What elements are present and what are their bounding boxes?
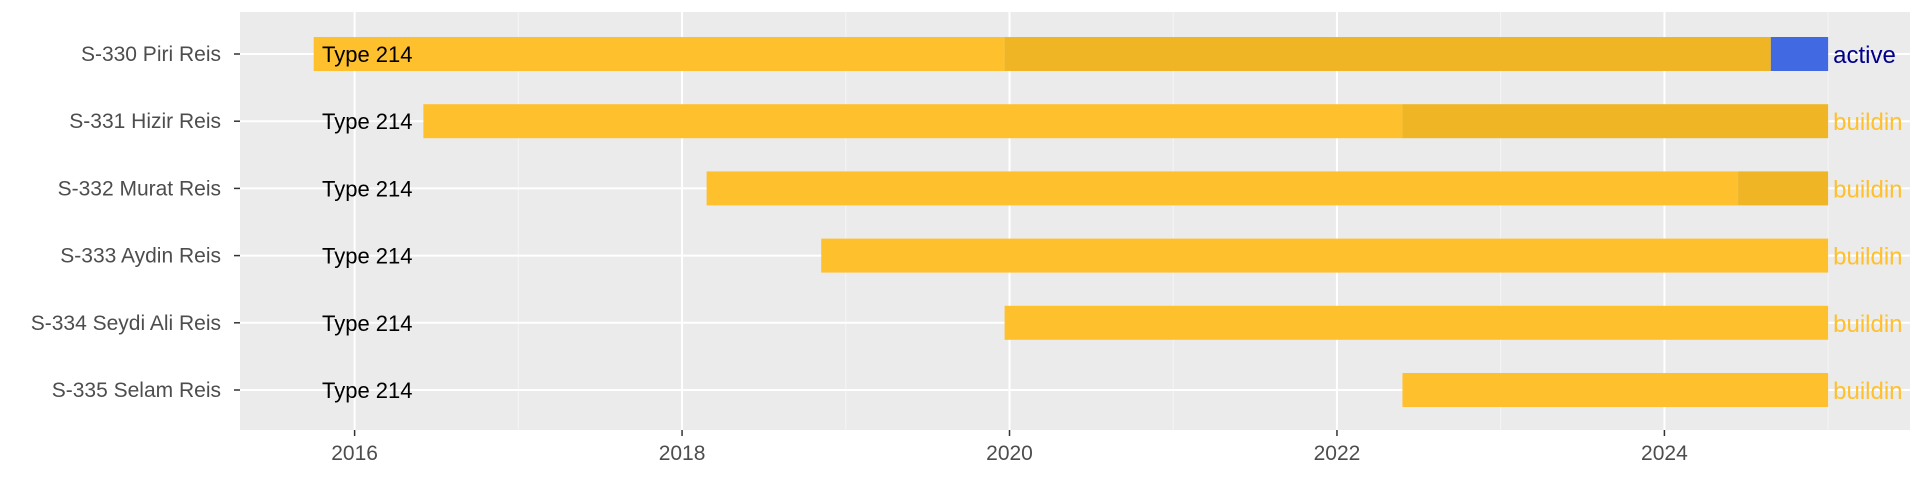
- bar-label: Type 214: [322, 311, 413, 336]
- y-tick-label: S-330 Piri Reis: [81, 43, 221, 66]
- bar-label: Type 214: [322, 176, 413, 201]
- bar-label: Type 214: [322, 42, 413, 67]
- y-tick-label: S-331 Hizir Reis: [69, 110, 221, 133]
- bar-segment: [821, 238, 1829, 273]
- status-label: buildin: [1833, 311, 1902, 338]
- y-axis: S-330 Piri Reis S-331 Hizir Reis S-332 Mur…: [31, 43, 240, 402]
- bar-segment: [423, 104, 1403, 139]
- y-tick-label: S-335 Selam Reis: [52, 379, 221, 402]
- status-label: active: [1833, 42, 1896, 69]
- bar-segment: [1770, 37, 1829, 71]
- bar-label: Type 214: [322, 244, 413, 269]
- bar-segment: [313, 37, 1005, 71]
- bar-segment: [706, 171, 1739, 206]
- status-label: buildin: [1833, 176, 1902, 203]
- bar-segment: [1004, 37, 1771, 71]
- status-labels: active buildin buildin buildin buildin buildi…: [1833, 42, 1902, 405]
- y-tick-label: S-334 Seydi Ali Reis: [31, 312, 221, 335]
- grid-minor: [517, 12, 1829, 430]
- x-tick-label: 2018: [659, 442, 706, 465]
- bar-segment: [1402, 104, 1829, 139]
- plot-panel: [240, 12, 1910, 430]
- status-label: buildin: [1833, 244, 1902, 271]
- x-tick-label: 2024: [1641, 442, 1688, 465]
- x-tick-label: 2016: [331, 442, 378, 465]
- bar-segment: [1004, 305, 1829, 340]
- status-label: buildin: [1833, 109, 1902, 136]
- x-axis: 2016 2018 2020 2022 2024: [331, 430, 1688, 465]
- bar-labels: Type 214 Type 214 Type 214 Type 214 Type 214…: [322, 42, 413, 403]
- bars: [313, 37, 1829, 407]
- x-tick-label: 2020: [986, 442, 1033, 465]
- y-tick-label: S-332 Murat Reis: [58, 177, 221, 200]
- x-tick-label: 2022: [1314, 442, 1361, 465]
- bar-segment: [1738, 171, 1829, 206]
- bar-label: Type 214: [322, 109, 413, 134]
- status-label: buildin: [1833, 378, 1902, 405]
- bar-segment: [1402, 373, 1829, 407]
- y-tick-label: S-333 Aydin Reis: [60, 245, 221, 268]
- bar-label: Type 214: [322, 378, 413, 403]
